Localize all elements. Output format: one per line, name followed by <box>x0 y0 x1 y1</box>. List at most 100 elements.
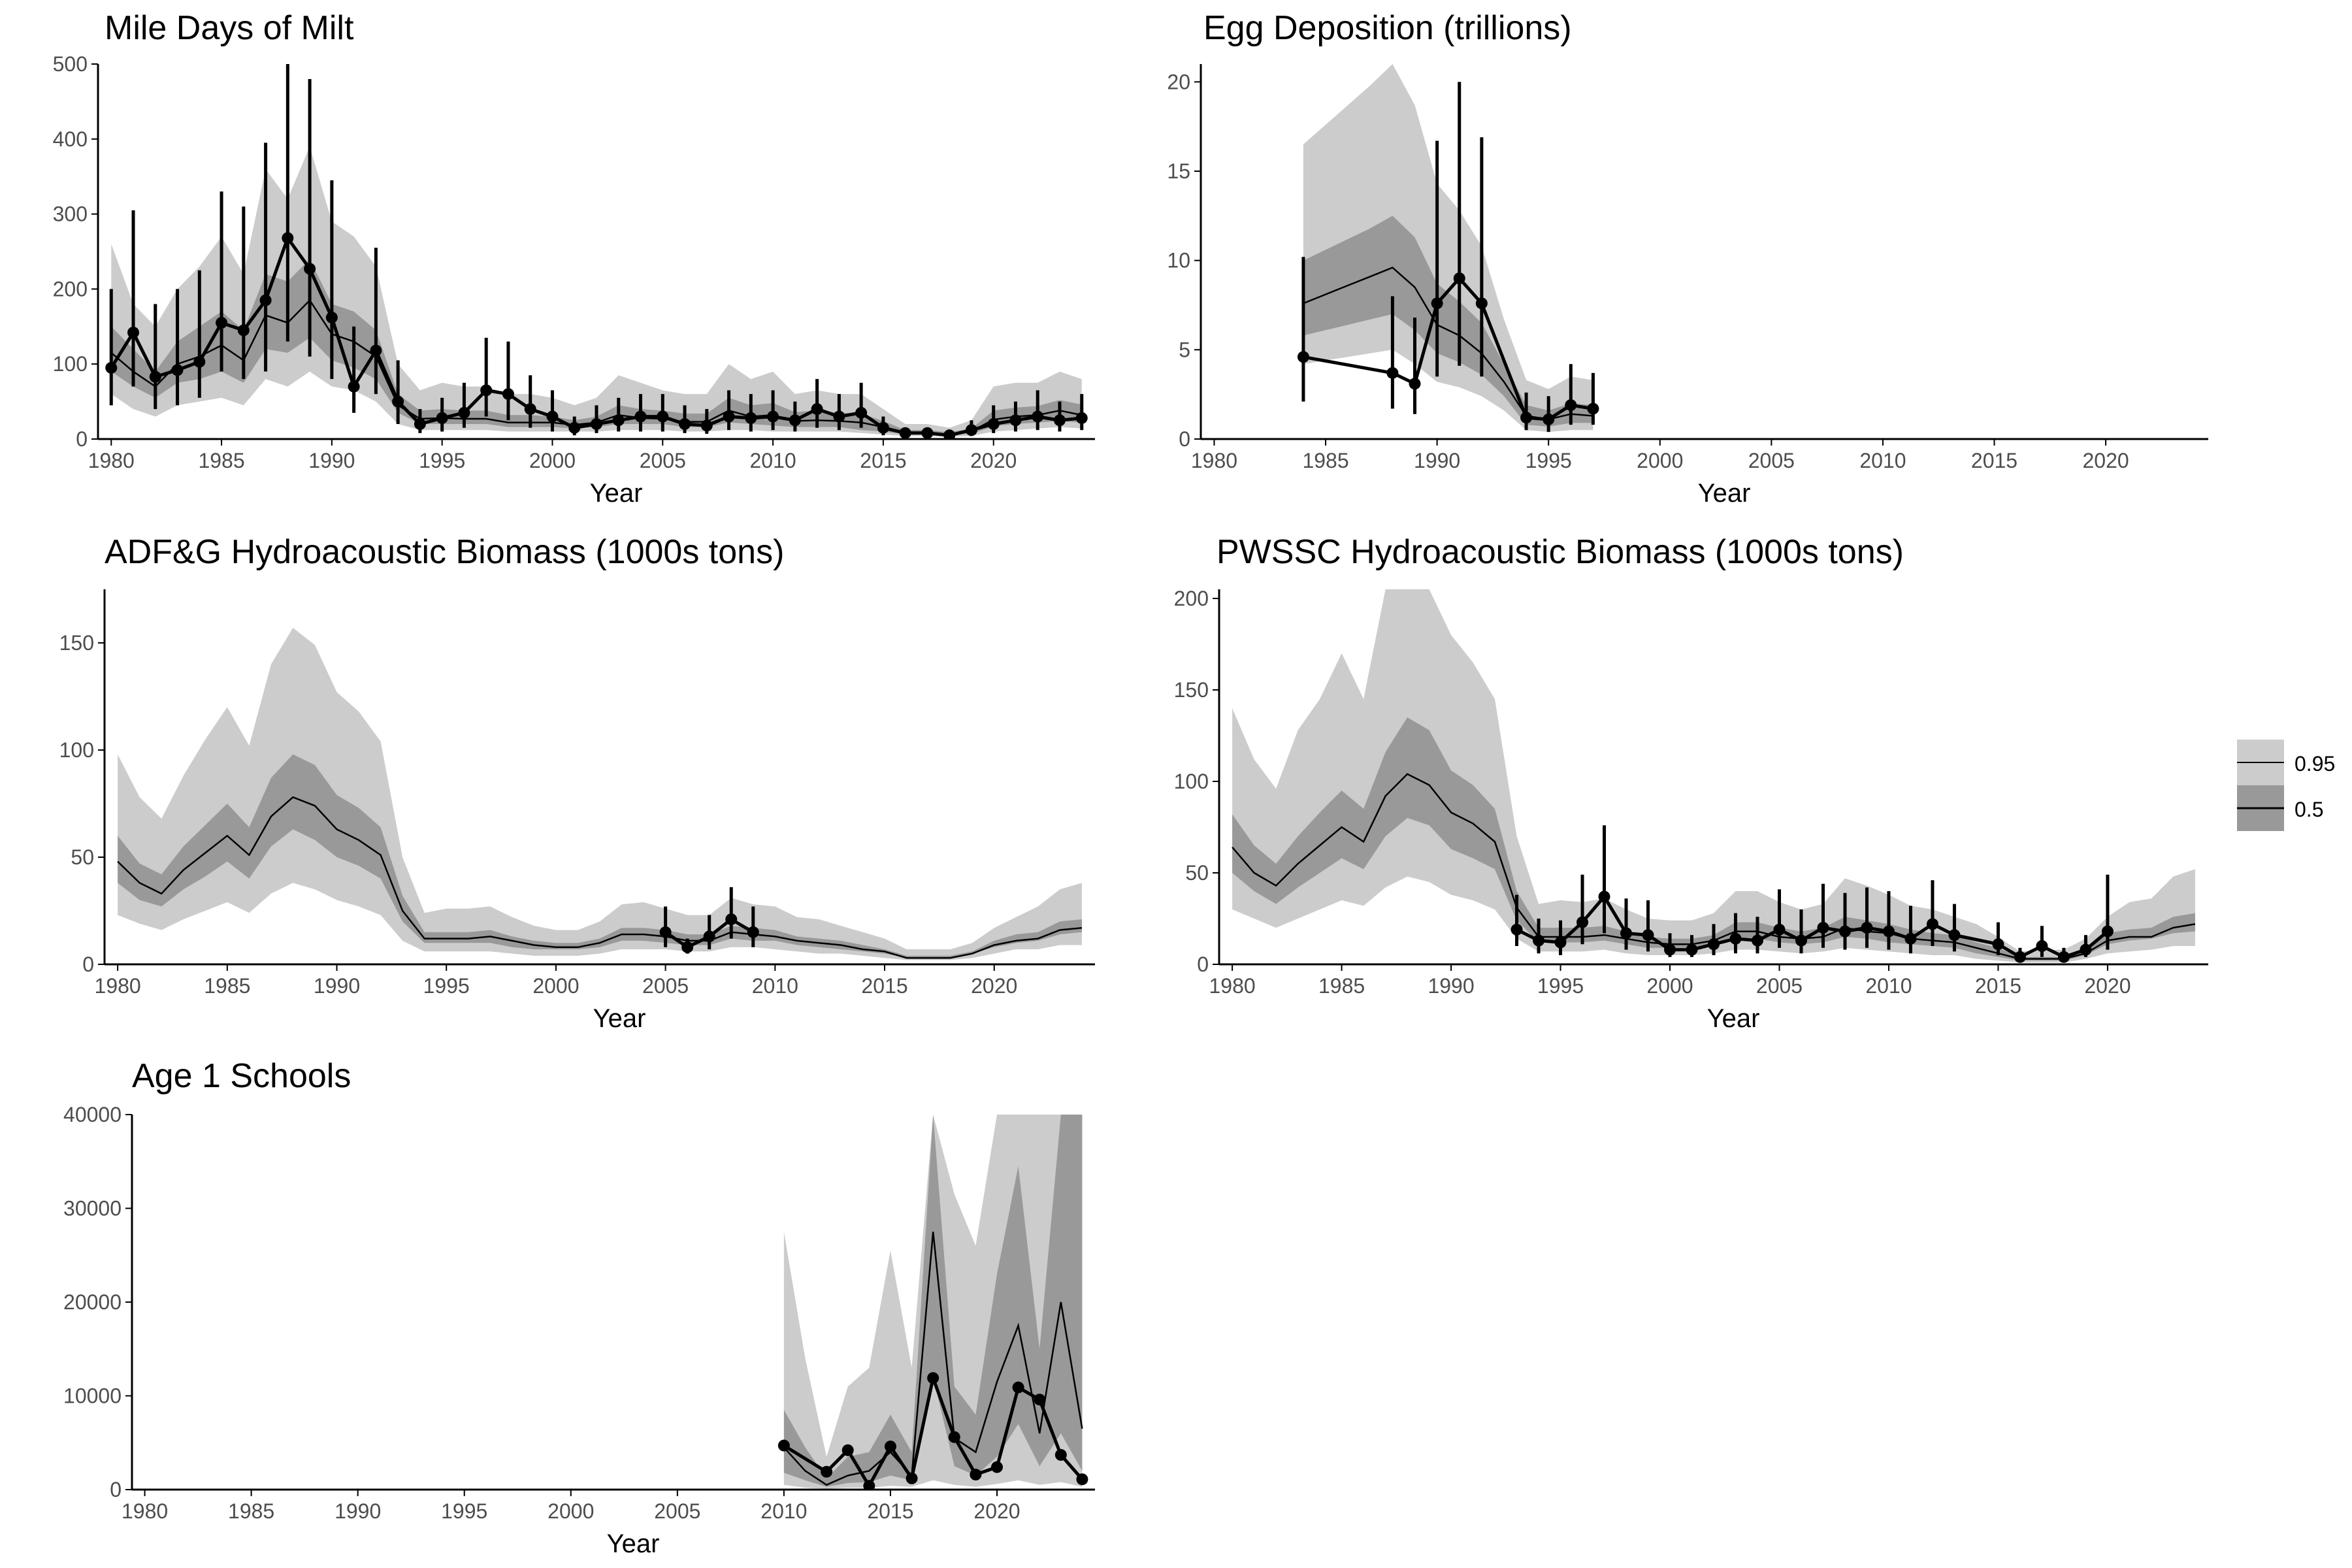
data-point <box>899 427 911 439</box>
series-group <box>1232 589 2196 963</box>
model-fit-line <box>783 1232 1083 1486</box>
model-fit-line <box>117 796 1083 959</box>
data-point <box>1795 934 1807 947</box>
panel-title: Mile Days of Milt <box>105 9 354 47</box>
x-tick-label: 1980 <box>1209 974 1256 998</box>
plot-area: 1980 1985 1990 1995 2000 2005 2010 2015 2020 0 50 1… <box>1174 587 2208 1033</box>
data-point <box>1386 367 1399 379</box>
data-point <box>1520 412 1533 424</box>
x-tick-label: 1980 <box>95 974 141 998</box>
data-point <box>681 941 694 953</box>
data-point <box>767 410 779 423</box>
data-point <box>1533 934 1545 947</box>
data-point <box>237 324 250 336</box>
x-tick-label: 1985 <box>1318 974 1365 998</box>
data-point <box>1554 936 1567 949</box>
x-tick-label: 1985 <box>1302 449 1348 472</box>
data-point <box>1409 378 1421 390</box>
data-point <box>990 1461 1003 1473</box>
data-point <box>777 1439 790 1452</box>
data-point <box>948 1431 960 1443</box>
y-tick-label: 150 <box>1174 678 1209 702</box>
band-50 <box>1303 216 1593 427</box>
x-tick-label: 2010 <box>760 1499 807 1523</box>
data-point <box>1642 929 1654 941</box>
panel-title: Egg Deposition (trillions) <box>1203 9 1572 47</box>
data-point <box>568 421 581 434</box>
x-axis-title: Year <box>593 1004 646 1033</box>
series-group <box>117 628 1083 960</box>
x-tick-label: 2000 <box>1637 449 1683 472</box>
y-tick-label: 0 <box>110 1478 122 1501</box>
observed-line <box>1303 276 1593 421</box>
data-point <box>1475 297 1488 310</box>
x-tick-label: 2010 <box>1865 974 1912 998</box>
data-point <box>1948 929 1961 941</box>
data-point <box>906 1472 918 1484</box>
series-group <box>1297 64 1599 433</box>
x-tick-label: 2000 <box>529 449 576 472</box>
x-tick-label: 2015 <box>1975 974 2021 998</box>
data-point <box>1598 890 1610 903</box>
data-point <box>546 410 559 423</box>
data-point <box>1904 932 1917 945</box>
x-tick-label: 1990 <box>314 974 360 998</box>
x-tick-label: 2005 <box>640 449 686 472</box>
data-point <box>723 410 735 423</box>
y-tick-label: 15 <box>1167 159 1190 183</box>
data-point <box>149 370 161 383</box>
y-tick-label: 50 <box>1185 861 1209 885</box>
band-95 <box>111 146 1082 437</box>
x-tick-label: 1985 <box>198 449 244 472</box>
data-point <box>634 410 647 423</box>
data-point <box>480 384 493 397</box>
data-point <box>1773 923 1786 936</box>
x-tick-label: 2005 <box>1748 449 1795 472</box>
x-axis-title: Year <box>1707 1004 1760 1033</box>
series-group <box>777 1115 1088 1490</box>
data-point <box>657 410 669 423</box>
y-tick-label: 0 <box>82 953 94 976</box>
data-point <box>700 419 713 432</box>
x-tick-label: 2000 <box>1646 974 1693 998</box>
data-point <box>921 427 934 439</box>
x-tick-label: 2005 <box>642 974 689 998</box>
y-tick-label: 400 <box>53 127 88 151</box>
y-tick-label: 30000 <box>63 1197 122 1220</box>
data-point <box>877 421 889 434</box>
data-point <box>524 403 536 416</box>
panel-age1: Age 1 Schools 1980 1985 1990 1995 2000 2005 20… <box>63 1057 1095 1558</box>
data-point <box>1009 414 1022 427</box>
data-point <box>282 232 294 244</box>
data-point <box>458 406 470 419</box>
legend-label-095: 0.95 <box>2295 752 2335 776</box>
data-point <box>703 930 715 943</box>
data-point <box>1686 943 1698 956</box>
panel-milt: Mile Days of Milt 1980 1985 1990 1995 2000 20… <box>53 9 1095 508</box>
data-point <box>502 388 514 400</box>
data-point <box>841 1444 854 1456</box>
data-point <box>591 418 602 431</box>
y-tick-label: 10 <box>1167 249 1190 272</box>
y-tick-label: 0 <box>1179 427 1190 451</box>
series-group <box>105 64 1088 439</box>
data-point <box>1453 272 1465 284</box>
data-point <box>1664 943 1676 956</box>
data-point <box>1992 938 2004 951</box>
x-tick-label: 2020 <box>970 449 1017 472</box>
y-tick-label: 200 <box>1174 587 1209 610</box>
data-point <box>943 429 956 439</box>
x-tick-label: 1980 <box>1191 449 1237 472</box>
data-point <box>259 294 272 306</box>
y-tick-label: 20 <box>1167 70 1190 93</box>
data-point <box>304 263 316 275</box>
y-tick-label: 100 <box>1174 770 1209 793</box>
legend-label-05: 0.5 <box>2295 798 2323 821</box>
data-point <box>2057 951 2070 963</box>
x-tick-label: 2020 <box>971 974 1017 998</box>
x-tick-label: 2000 <box>532 974 579 998</box>
data-point <box>1054 1448 1067 1461</box>
data-point <box>1620 927 1633 939</box>
data-point <box>1075 412 1088 424</box>
